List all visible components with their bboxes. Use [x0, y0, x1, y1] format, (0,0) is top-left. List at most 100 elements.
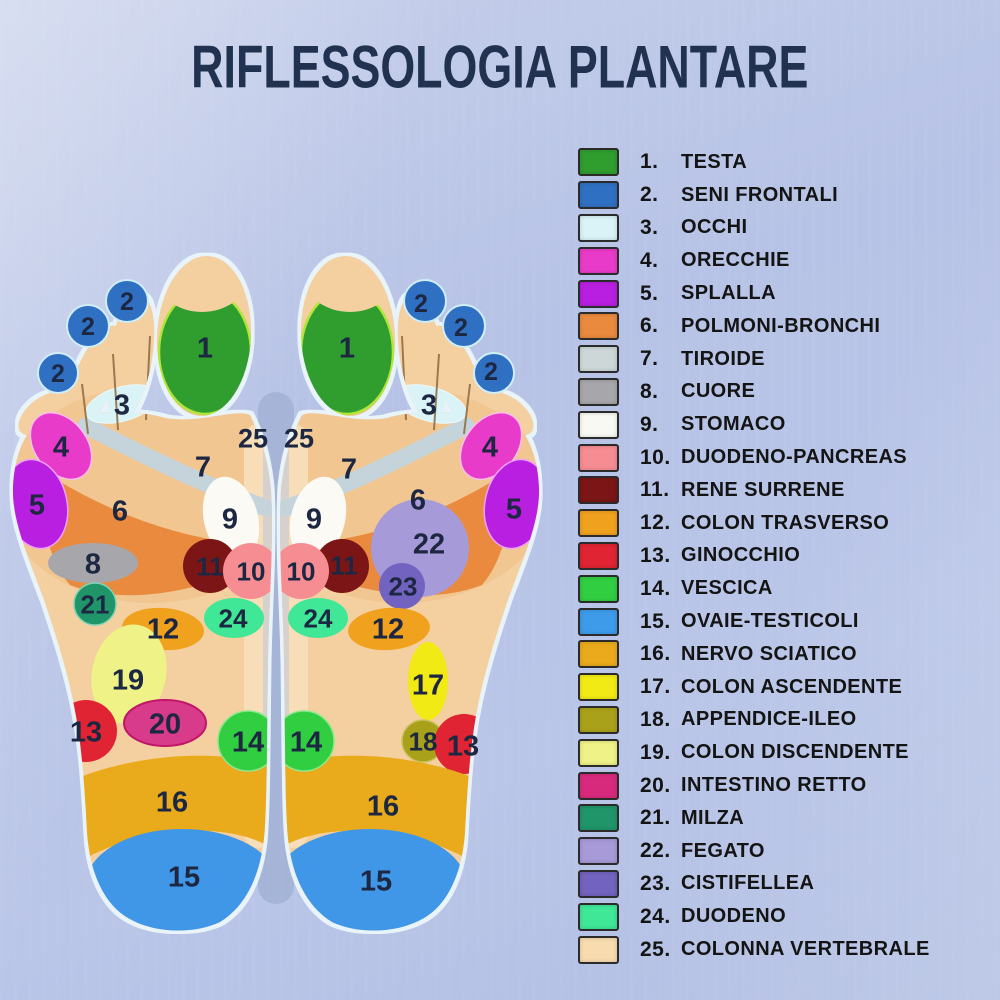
- zone-2-sinus-left: [105, 279, 149, 323]
- legend-label: OVAIE-TESTICOLI: [681, 610, 859, 633]
- zone-label: 23: [389, 571, 418, 601]
- inner-edge-shade: [263, 436, 272, 828]
- zone-label: 3: [114, 389, 130, 421]
- legend-number: 7.: [640, 347, 659, 371]
- zone-label: 21: [81, 589, 110, 619]
- legend-item: 22. FEGATO: [578, 835, 996, 868]
- legend-swatch: [578, 902, 619, 931]
- zone-2-sinus-right: [403, 279, 447, 323]
- zone-label: 13: [447, 730, 479, 762]
- legend-label: CUORE: [681, 380, 756, 403]
- legend-item: 20. INTESTINO RETTO: [578, 769, 996, 802]
- legend-number: 13.: [640, 543, 671, 567]
- legend-number: 5.: [640, 281, 659, 305]
- legend-swatch: [578, 246, 619, 275]
- zone-14-bladder-right: [280, 710, 335, 772]
- zone-2-sinus-right: [473, 352, 515, 394]
- zone-label: 25: [238, 424, 268, 454]
- legend-item: 24. DUODENO: [578, 900, 996, 933]
- legend-number: 12.: [640, 511, 671, 535]
- zone-10-pancreas-left: [223, 543, 272, 599]
- legend-label: CISTIFELLEA: [681, 872, 815, 895]
- legend-swatch: [578, 574, 619, 603]
- zone-label: 8: [85, 548, 101, 580]
- zone-label: 6: [112, 495, 128, 527]
- zone-23-gallbladder: [379, 563, 425, 609]
- legend-item: 2. SENI FRONTALI: [578, 179, 996, 212]
- zone-label: 2: [51, 360, 65, 388]
- legend-item: 21. MILZA: [578, 802, 996, 835]
- legend-item: 15. OVAIE-TESTICOLI: [578, 605, 996, 638]
- zone-label: 1: [197, 332, 213, 364]
- legend-label: OCCHI: [681, 216, 748, 239]
- zone-label: 2: [414, 290, 428, 318]
- legend-item: 10. DUODENO-PANCREAS: [578, 441, 996, 474]
- zone-19-descending-colon: [91, 624, 167, 724]
- legend-swatch: [578, 640, 619, 669]
- zone-label: 11: [196, 551, 224, 581]
- big-toe-tip-left: [156, 253, 248, 312]
- legend-swatch: [578, 935, 619, 964]
- legend-label: FEGATO: [681, 839, 765, 862]
- legend-number: 3.: [640, 215, 659, 239]
- zone-label: 6: [410, 484, 426, 516]
- legend-number: 14.: [640, 576, 671, 600]
- legend-number: 21.: [640, 806, 671, 830]
- legend-swatch: [578, 312, 619, 341]
- legend-swatch: [578, 705, 619, 734]
- legend-label: NERVO SCIATICO: [681, 642, 857, 665]
- legend-swatch: [578, 804, 619, 833]
- zone-label: 15: [168, 861, 200, 893]
- zone-label: 24: [219, 603, 248, 633]
- zone-24-duodenum-right: [288, 598, 348, 638]
- legend-label: APPENDICE-ILEO: [681, 708, 857, 731]
- legend-label: ORECCHIE: [681, 249, 790, 272]
- legend-label: RENE SURRENE: [681, 478, 845, 501]
- zone-label: 10: [287, 556, 316, 586]
- legend-swatch: [578, 673, 619, 702]
- legend-item: 18. APPENDICE-ILEO: [578, 704, 996, 737]
- zone-label: 22: [413, 528, 445, 560]
- legend-item: 19. COLON DISCENDENTE: [578, 736, 996, 769]
- big-toe-tip-right: [304, 253, 396, 312]
- zone-label: 12: [147, 613, 179, 645]
- legend-number: 22.: [640, 839, 671, 863]
- zone-label: 17: [412, 669, 444, 701]
- legend-item: 11. RENE SURRENE: [578, 474, 996, 507]
- zone-label: 15: [360, 865, 392, 897]
- zone-label: 14: [232, 726, 264, 758]
- legend-item: 17. COLON ASCENDENTE: [578, 671, 996, 704]
- zone-17-ascending-colon: [408, 642, 448, 720]
- legend-number: 15.: [640, 609, 671, 633]
- legend-number: 16.: [640, 642, 671, 666]
- legend-label: INTESTINO RETTO: [681, 774, 867, 797]
- zone-2-sinus-right: [442, 304, 486, 348]
- zone-label: 7: [195, 451, 211, 483]
- zone-15-heel-right: [280, 829, 466, 931]
- legend-item: 8. CUORE: [578, 376, 996, 409]
- legend-item: 14. VESCICA: [578, 572, 996, 605]
- legend-label: COLON ASCENDENTE: [681, 675, 903, 698]
- zone-label: 16: [367, 790, 399, 822]
- legend-number: 10.: [640, 445, 671, 469]
- legend-label: SENI FRONTALI: [681, 183, 839, 206]
- zone-label: 18: [409, 726, 438, 756]
- legend: 1. TESTA 2. SENI FRONTALI 3. OCCHI 4. ORECCHIE 5…: [578, 146, 996, 966]
- zone-12-colon-right: [348, 607, 430, 651]
- legend-label: COLONNA VERTEBRALE: [681, 938, 930, 961]
- zone-11-kidney-left: [183, 539, 237, 593]
- zone-label: 19: [112, 664, 144, 696]
- zone-label: 2: [81, 313, 95, 341]
- legend-swatch: [578, 837, 619, 866]
- legend-number: 25.: [640, 937, 671, 961]
- zone-label: 14: [290, 726, 322, 758]
- zone-label: 2: [484, 358, 498, 386]
- legend-label: COLON DISCENDENTE: [681, 741, 909, 764]
- legend-label: SPLALLA: [681, 282, 777, 305]
- legend-label: COLON TRASVERSO: [681, 511, 890, 534]
- zone-label: 20: [149, 708, 181, 740]
- foot-left: [10, 253, 272, 931]
- zone-11-kidney-right: [315, 539, 369, 593]
- legend-swatch: [578, 476, 619, 505]
- legend-swatch: [578, 345, 619, 374]
